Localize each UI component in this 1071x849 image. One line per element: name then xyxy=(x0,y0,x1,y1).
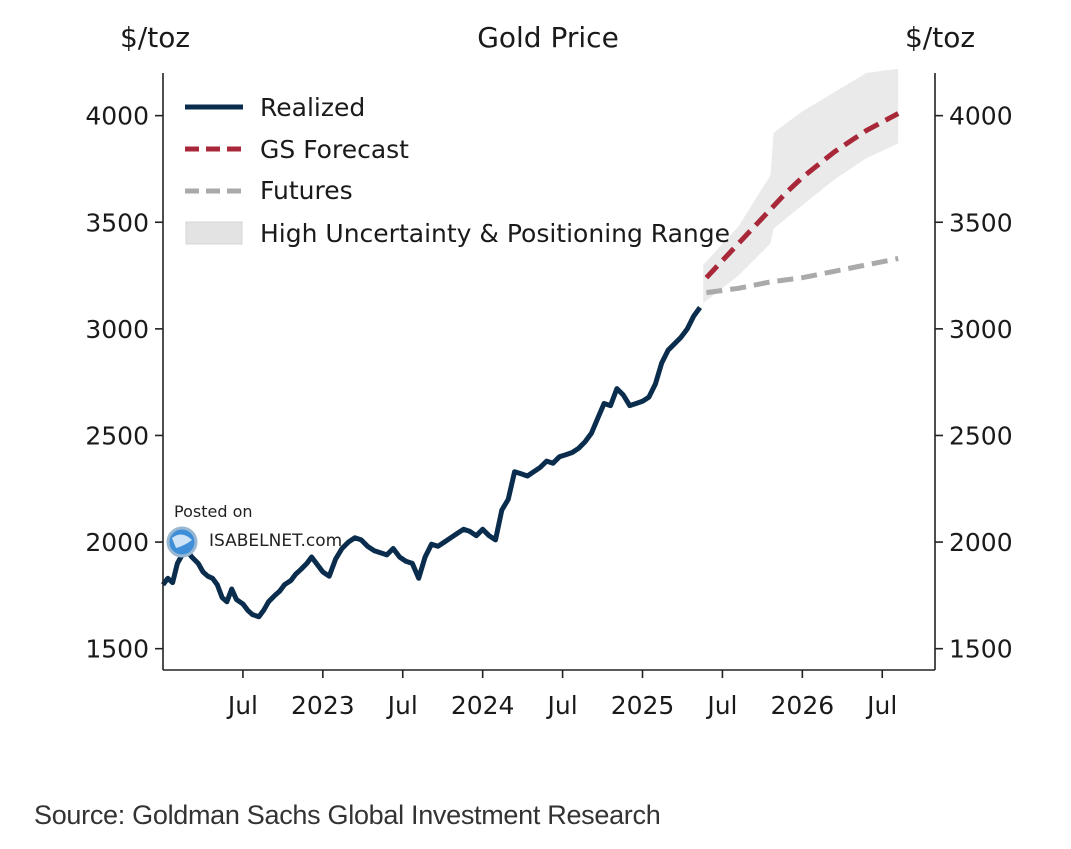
y-tick-label-right: 3500 xyxy=(949,208,1013,237)
x-tick-label: 2024 xyxy=(451,691,515,720)
gs-forecast-line xyxy=(704,111,900,280)
legend-swatch-range xyxy=(185,221,243,245)
y-tick-label-right: 4000 xyxy=(949,102,1013,131)
x-tick-label: Jul xyxy=(865,691,897,720)
x-tick-label: 2025 xyxy=(611,691,675,720)
isabelnet-watermark: Posted on ISABELNET.com xyxy=(166,502,342,558)
globe-icon xyxy=(166,526,198,558)
axes-layer xyxy=(162,73,936,671)
y-tick-label-left: 2500 xyxy=(85,421,149,450)
y-tick-label-right: 2000 xyxy=(949,528,1013,557)
ticks-layer: 1500 1500 2000 2000 2500 2500 3000 3000 3500 3500… xyxy=(85,102,1012,720)
y-tick-label-right: 3000 xyxy=(949,315,1013,344)
legend-label-range: High Uncertainty & Positioning Range xyxy=(260,219,730,248)
y-unit-right: $/toz xyxy=(905,21,975,54)
realized-line xyxy=(160,306,703,620)
x-tick-label: Jul xyxy=(226,691,258,720)
x-tick-label: Jul xyxy=(386,691,418,720)
chart-title: Gold Price xyxy=(477,21,619,54)
watermark-line1: Posted on xyxy=(174,502,253,521)
legend-label-realized: Realized xyxy=(260,93,365,122)
range-band-area xyxy=(703,68,899,304)
y-tick-label-left: 4000 xyxy=(85,102,149,131)
y-tick-label-left: 1500 xyxy=(85,635,149,664)
y-tick-label-left: 2000 xyxy=(85,528,149,557)
futures-line xyxy=(706,256,899,296)
x-tick-label: Jul xyxy=(705,691,737,720)
source-note: Source: Goldman Sachs Global Investment … xyxy=(34,800,661,830)
watermark-line2: ISABELNET.com xyxy=(209,531,342,551)
range-band-layer xyxy=(703,68,899,304)
y-tick-label-right: 2500 xyxy=(949,421,1013,450)
legend: Realized GS Forecast Futures High Uncert… xyxy=(185,93,730,248)
y-tick-label-left: 3000 xyxy=(85,315,149,344)
legend-label-futures: Futures xyxy=(260,176,353,205)
legend-label-gs-forecast: GS Forecast xyxy=(260,135,409,164)
x-tick-label: 2023 xyxy=(291,691,355,720)
y-tick-label-right: 1500 xyxy=(949,635,1013,664)
y-unit-left: $/toz xyxy=(120,21,190,54)
y-tick-label-left: 3500 xyxy=(85,208,149,237)
x-tick-label: 2026 xyxy=(771,691,835,720)
series-layer xyxy=(160,111,900,620)
x-tick-label: Jul xyxy=(546,691,578,720)
